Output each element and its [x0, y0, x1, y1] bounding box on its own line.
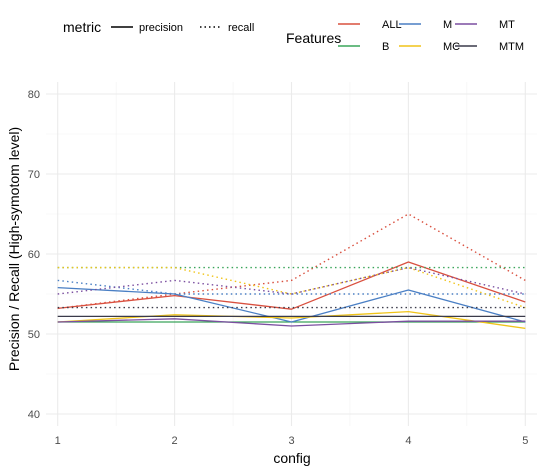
- legend-features-title: Features: [286, 30, 341, 46]
- legend-metric-title: metric: [63, 19, 101, 35]
- x-tick-label: 1: [55, 435, 61, 447]
- legend-label-mtm: MTM: [499, 41, 524, 53]
- y-axis-title: Precision / Recall (High-symotom level): [6, 127, 22, 371]
- legend-recall-label: recall: [228, 22, 254, 34]
- legend-metric: metric precision recall: [63, 19, 254, 35]
- y-tick-label: 50: [28, 329, 40, 341]
- series-line-all-recall: [57, 213, 526, 310]
- x-tick-label: 4: [405, 435, 411, 447]
- legend-precision-label: precision: [139, 22, 183, 34]
- x-axis-title: config: [273, 450, 310, 466]
- series-line-mt-recall: [57, 266, 526, 295]
- y-axis-ticks: 40 50 60 70 80: [28, 89, 40, 421]
- series-line-all-precision: [57, 261, 526, 310]
- series-line-mt-precision: [57, 318, 526, 327]
- legend-label-mc: MC: [443, 41, 460, 53]
- legend-label-m: M: [443, 19, 452, 31]
- legend-features: Features ALL B M MC MT MTM: [286, 19, 524, 53]
- series-lines: [57, 213, 526, 330]
- grid: [46, 82, 537, 426]
- y-tick-label: 40: [28, 409, 40, 421]
- series-line-mc-precision: [57, 310, 526, 330]
- x-tick-label: 3: [288, 435, 294, 447]
- y-tick-label: 60: [28, 249, 40, 261]
- x-tick-label: 2: [172, 435, 178, 447]
- x-axis-ticks: 1 2 3 4 5: [55, 435, 529, 447]
- y-tick-label: 70: [28, 169, 40, 181]
- x-tick-label: 5: [522, 435, 528, 447]
- series-line-m-recall: [57, 279, 526, 295]
- legend-label-mt: MT: [499, 19, 515, 31]
- legend-label-all: ALL: [382, 19, 402, 31]
- legend-label-b: B: [382, 41, 389, 53]
- y-tick-label: 80: [28, 89, 40, 101]
- series-line-m-precision: [57, 286, 526, 323]
